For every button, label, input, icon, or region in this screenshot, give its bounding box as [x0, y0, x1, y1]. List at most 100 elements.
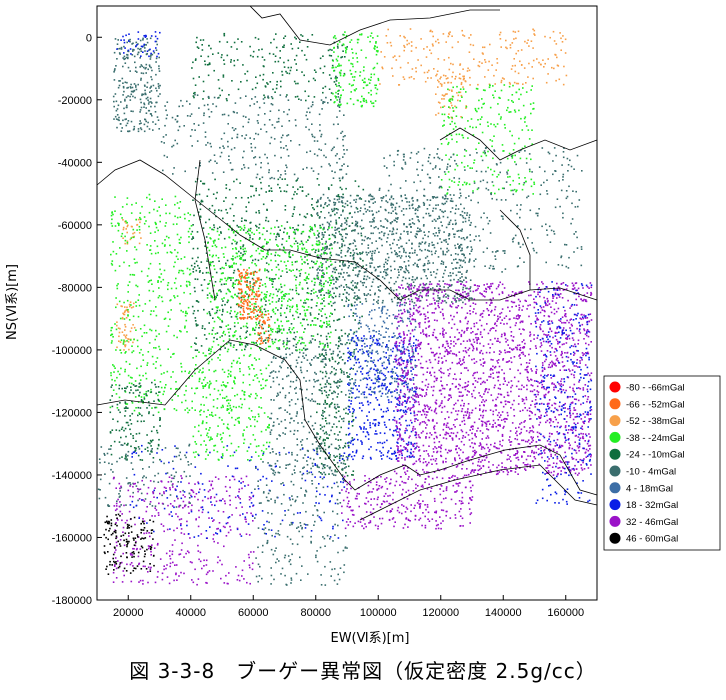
data-point [214, 244, 217, 247]
data-point [492, 184, 495, 187]
data-point [273, 233, 275, 235]
data-point [124, 352, 126, 354]
data-point [150, 85, 152, 88]
data-point [291, 297, 294, 300]
data-point [373, 252, 376, 254]
data-point [313, 140, 316, 142]
data-point [217, 425, 219, 427]
data-point [242, 156, 244, 159]
data-point [232, 454, 234, 457]
data-point [181, 370, 183, 373]
data-point [250, 347, 252, 350]
data-point [386, 263, 388, 265]
data-point [447, 163, 449, 166]
data-point [268, 337, 271, 339]
data-point [459, 64, 461, 66]
data-point [578, 199, 581, 201]
data-point [140, 45, 143, 48]
data-point [378, 187, 381, 190]
data-point [330, 331, 332, 334]
data-point [202, 182, 204, 185]
data-point [207, 436, 210, 438]
data-point [401, 279, 404, 282]
data-point [208, 311, 211, 313]
data-point [439, 102, 441, 104]
data-point [194, 320, 197, 322]
data-point [352, 263, 354, 265]
data-point [225, 187, 228, 190]
data-point [301, 287, 304, 290]
data-point [293, 331, 296, 334]
data-point [483, 102, 485, 105]
data-point [447, 88, 449, 91]
data-point [336, 228, 338, 231]
data-point [126, 241, 129, 244]
data-point [154, 200, 156, 202]
data-point [418, 220, 420, 223]
data-point [127, 95, 129, 97]
data-point [423, 263, 426, 265]
data-point [509, 111, 512, 113]
data-point [217, 357, 219, 359]
data-point [446, 193, 448, 195]
data-point [221, 278, 223, 281]
data-point [275, 46, 278, 49]
data-point [146, 41, 149, 44]
data-point [218, 309, 221, 312]
data-point [494, 125, 497, 128]
data-point [288, 108, 290, 111]
data-point [150, 279, 152, 282]
data-point [459, 188, 461, 191]
data-point [352, 103, 355, 106]
data-point [276, 318, 279, 321]
data-point [261, 311, 263, 313]
data-point [116, 376, 118, 379]
data-point [233, 41, 236, 44]
data-point [371, 257, 373, 259]
data-point [286, 134, 288, 137]
data-point [210, 382, 212, 385]
data-point [393, 219, 396, 222]
data-point [207, 141, 209, 144]
data-point [311, 266, 314, 269]
data-point [237, 88, 240, 91]
data-point [186, 312, 188, 315]
data-point [343, 149, 345, 151]
data-point [520, 204, 522, 206]
data-point [322, 206, 325, 209]
data-point [267, 249, 269, 252]
data-point [124, 118, 126, 121]
data-point [404, 36, 406, 39]
data-point [385, 194, 387, 197]
data-point [375, 53, 378, 56]
data-point [359, 225, 362, 228]
data-point [550, 229, 553, 232]
data-point [528, 153, 531, 155]
data-point [147, 68, 149, 71]
data-point [270, 259, 272, 262]
data-point [130, 304, 132, 306]
data-point [269, 81, 272, 83]
data-point [245, 206, 247, 208]
data-point [297, 341, 299, 344]
data-point [241, 298, 243, 301]
data-point [445, 138, 448, 140]
data-point [268, 277, 271, 280]
data-point [197, 256, 199, 259]
data-point [368, 277, 371, 279]
data-point [433, 271, 435, 273]
data-point [459, 100, 461, 102]
data-point [451, 117, 454, 120]
data-point [488, 267, 491, 269]
data-point [449, 200, 452, 202]
data-point [238, 422, 240, 424]
data-point [322, 342, 324, 345]
data-point [148, 101, 150, 103]
data-point [172, 144, 175, 147]
data-point [517, 82, 520, 85]
data-point [277, 170, 279, 172]
data-point [395, 252, 397, 254]
data-point [228, 155, 230, 157]
data-point [123, 41, 126, 44]
data-point [194, 84, 197, 86]
